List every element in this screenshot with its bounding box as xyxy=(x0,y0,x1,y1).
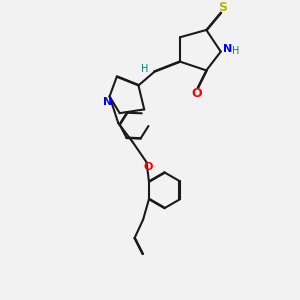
Text: O: O xyxy=(191,87,202,100)
Text: H: H xyxy=(232,46,239,56)
Text: O: O xyxy=(143,163,153,172)
Text: N: N xyxy=(103,97,113,107)
Text: S: S xyxy=(218,1,227,14)
Text: N: N xyxy=(223,44,232,54)
Text: H: H xyxy=(141,64,149,74)
